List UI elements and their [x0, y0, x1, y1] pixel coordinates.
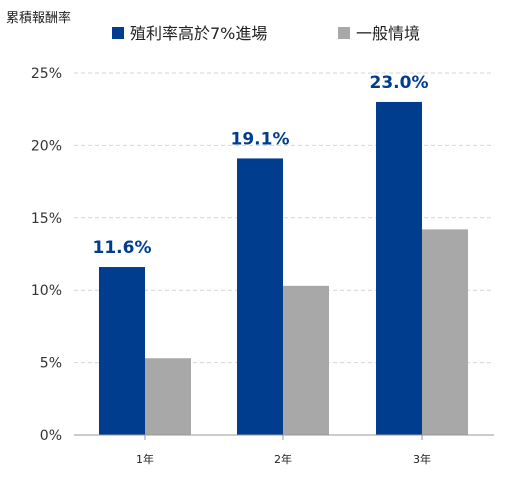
bar [145, 358, 191, 435]
x-tick-label: 1年 [136, 452, 154, 466]
data-label: 11.6% [93, 238, 152, 258]
legend-swatch-series-1 [112, 27, 124, 39]
data-label: 19.1% [231, 129, 290, 149]
data-labels: 11.6% 19.1% 23.0% [93, 73, 429, 258]
data-label: 23.0% [370, 73, 429, 93]
x-tick-label: 3年 [413, 452, 431, 466]
y-tick-label: 25% [31, 66, 62, 82]
y-tick-label: 15% [31, 211, 62, 227]
bar [283, 285, 329, 435]
bar [376, 101, 422, 436]
legend-swatch-series-2 [338, 27, 350, 39]
y-axis-ticks: 0% 5% 10% 15% 20% 25% [31, 66, 62, 444]
bar [422, 229, 468, 435]
bar [237, 158, 283, 435]
y-tick-label: 10% [31, 283, 62, 299]
legend-label-series-1: 殖利率高於7%進場 [130, 24, 267, 43]
y-tick-label: 5% [40, 356, 62, 372]
y-tick-label: 0% [40, 428, 62, 444]
x-axis-ticks: 1年 2年 3年 [136, 435, 431, 466]
bars [99, 101, 468, 436]
legend-label-series-2: 一般情境 [356, 24, 420, 43]
y-tick-label: 20% [31, 138, 62, 154]
y-axis-label: 累積報酬率 [6, 10, 71, 26]
bar [99, 267, 145, 435]
x-tick-label: 2年 [274, 452, 292, 466]
